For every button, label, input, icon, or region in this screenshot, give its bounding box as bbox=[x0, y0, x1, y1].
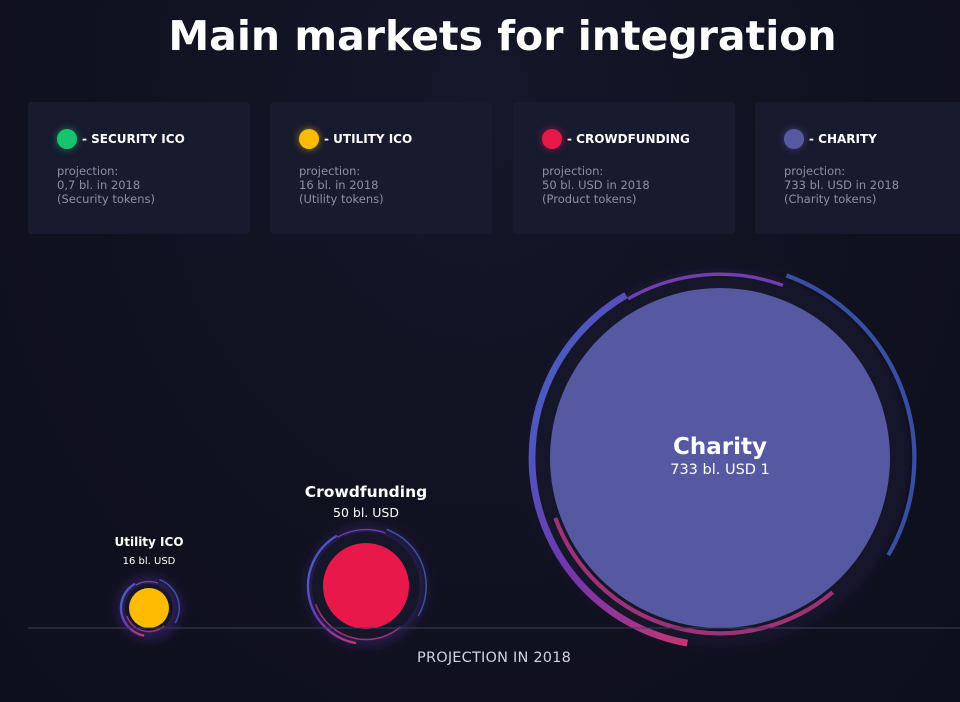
legend-line-1: projection: bbox=[299, 164, 361, 178]
legend-line-3: (Product tokens) bbox=[542, 192, 637, 206]
utility-ico-dot-icon bbox=[299, 129, 319, 149]
legend-line-2: 50 bl. USD in 2018 bbox=[542, 178, 650, 192]
crowdfunding-bubble-name: Crowdfunding bbox=[305, 483, 427, 501]
crowdfunding-ring-arc bbox=[337, 528, 386, 538]
legend-card-charity: - CHARITY projection: 733 bl. USD in 201… bbox=[755, 102, 960, 234]
utility-ico-ring-arc bbox=[159, 578, 180, 624]
legend-line-1: projection: bbox=[57, 164, 119, 178]
charity-ring-arc bbox=[553, 517, 835, 636]
bubbles-layer: Utility ICO 16 bl. USD Crowdfunding 50 bl. … bbox=[114, 264, 917, 652]
legend-name: - UTILITY ICO bbox=[324, 132, 413, 146]
legend-line-1: projection: bbox=[784, 164, 846, 178]
legend-line-2: 16 bl. in 2018 bbox=[299, 178, 379, 192]
legend-line-2: 733 bl. USD in 2018 bbox=[784, 178, 900, 192]
crowdfunding-bubble-value: 50 bl. USD bbox=[333, 505, 399, 520]
charity-ring-arc bbox=[528, 292, 688, 647]
utility-ico-bubble-name: Utility ICO bbox=[114, 535, 183, 549]
utility-ico-ring-arc bbox=[119, 582, 145, 637]
crowdfunding-ring-arc bbox=[386, 528, 427, 617]
charity-ring-arc bbox=[627, 272, 784, 301]
charity-bubble bbox=[550, 288, 890, 628]
legend-line-3: (Charity tokens) bbox=[784, 192, 877, 206]
legend-name: - SECURITY ICO bbox=[82, 132, 185, 146]
legend-card-security-ico: - SECURITY ICO projection: 0,7 bl. in 20… bbox=[28, 102, 250, 234]
crowdfunding-ring-arc bbox=[306, 534, 357, 645]
utility-ico-ring-arc bbox=[135, 580, 159, 586]
utility-ico-bubble bbox=[129, 588, 169, 628]
legend-line-3: (Utility tokens) bbox=[299, 192, 384, 206]
legend-name: - CHARITY bbox=[809, 132, 877, 146]
legend-line-3: (Security tokens) bbox=[57, 192, 156, 206]
crowdfunding-ring-arc bbox=[315, 604, 401, 641]
legend-card-utility-ico: - UTILITY ICO projection: 16 bl. in 2018… bbox=[270, 102, 492, 234]
utility-ico-ring-arc bbox=[126, 615, 165, 633]
crowdfunding-bubble bbox=[323, 543, 409, 629]
crowdfunding-dot-icon bbox=[542, 129, 562, 149]
charity-ring-arc bbox=[785, 273, 917, 557]
charity-bubble-value: 733 bl. USD 1 bbox=[670, 462, 770, 478]
legend-card-crowdfunding: - CROWDFUNDING projection: 50 bl. USD in… bbox=[513, 102, 735, 234]
security-ico-dot-icon bbox=[57, 129, 77, 149]
utility-ico-bubble-value: 16 bl. USD bbox=[123, 556, 176, 567]
charity-bubble-name: Charity bbox=[673, 434, 767, 460]
legend-line-2: 0,7 bl. in 2018 bbox=[57, 178, 141, 192]
x-axis-label: PROJECTION IN 2018 bbox=[417, 650, 572, 666]
page-title: Main markets for integration bbox=[168, 12, 837, 60]
legend-name: - CROWDFUNDING bbox=[567, 132, 690, 146]
legend-line-1: projection: bbox=[542, 164, 604, 178]
charity-dot-icon bbox=[784, 129, 804, 149]
